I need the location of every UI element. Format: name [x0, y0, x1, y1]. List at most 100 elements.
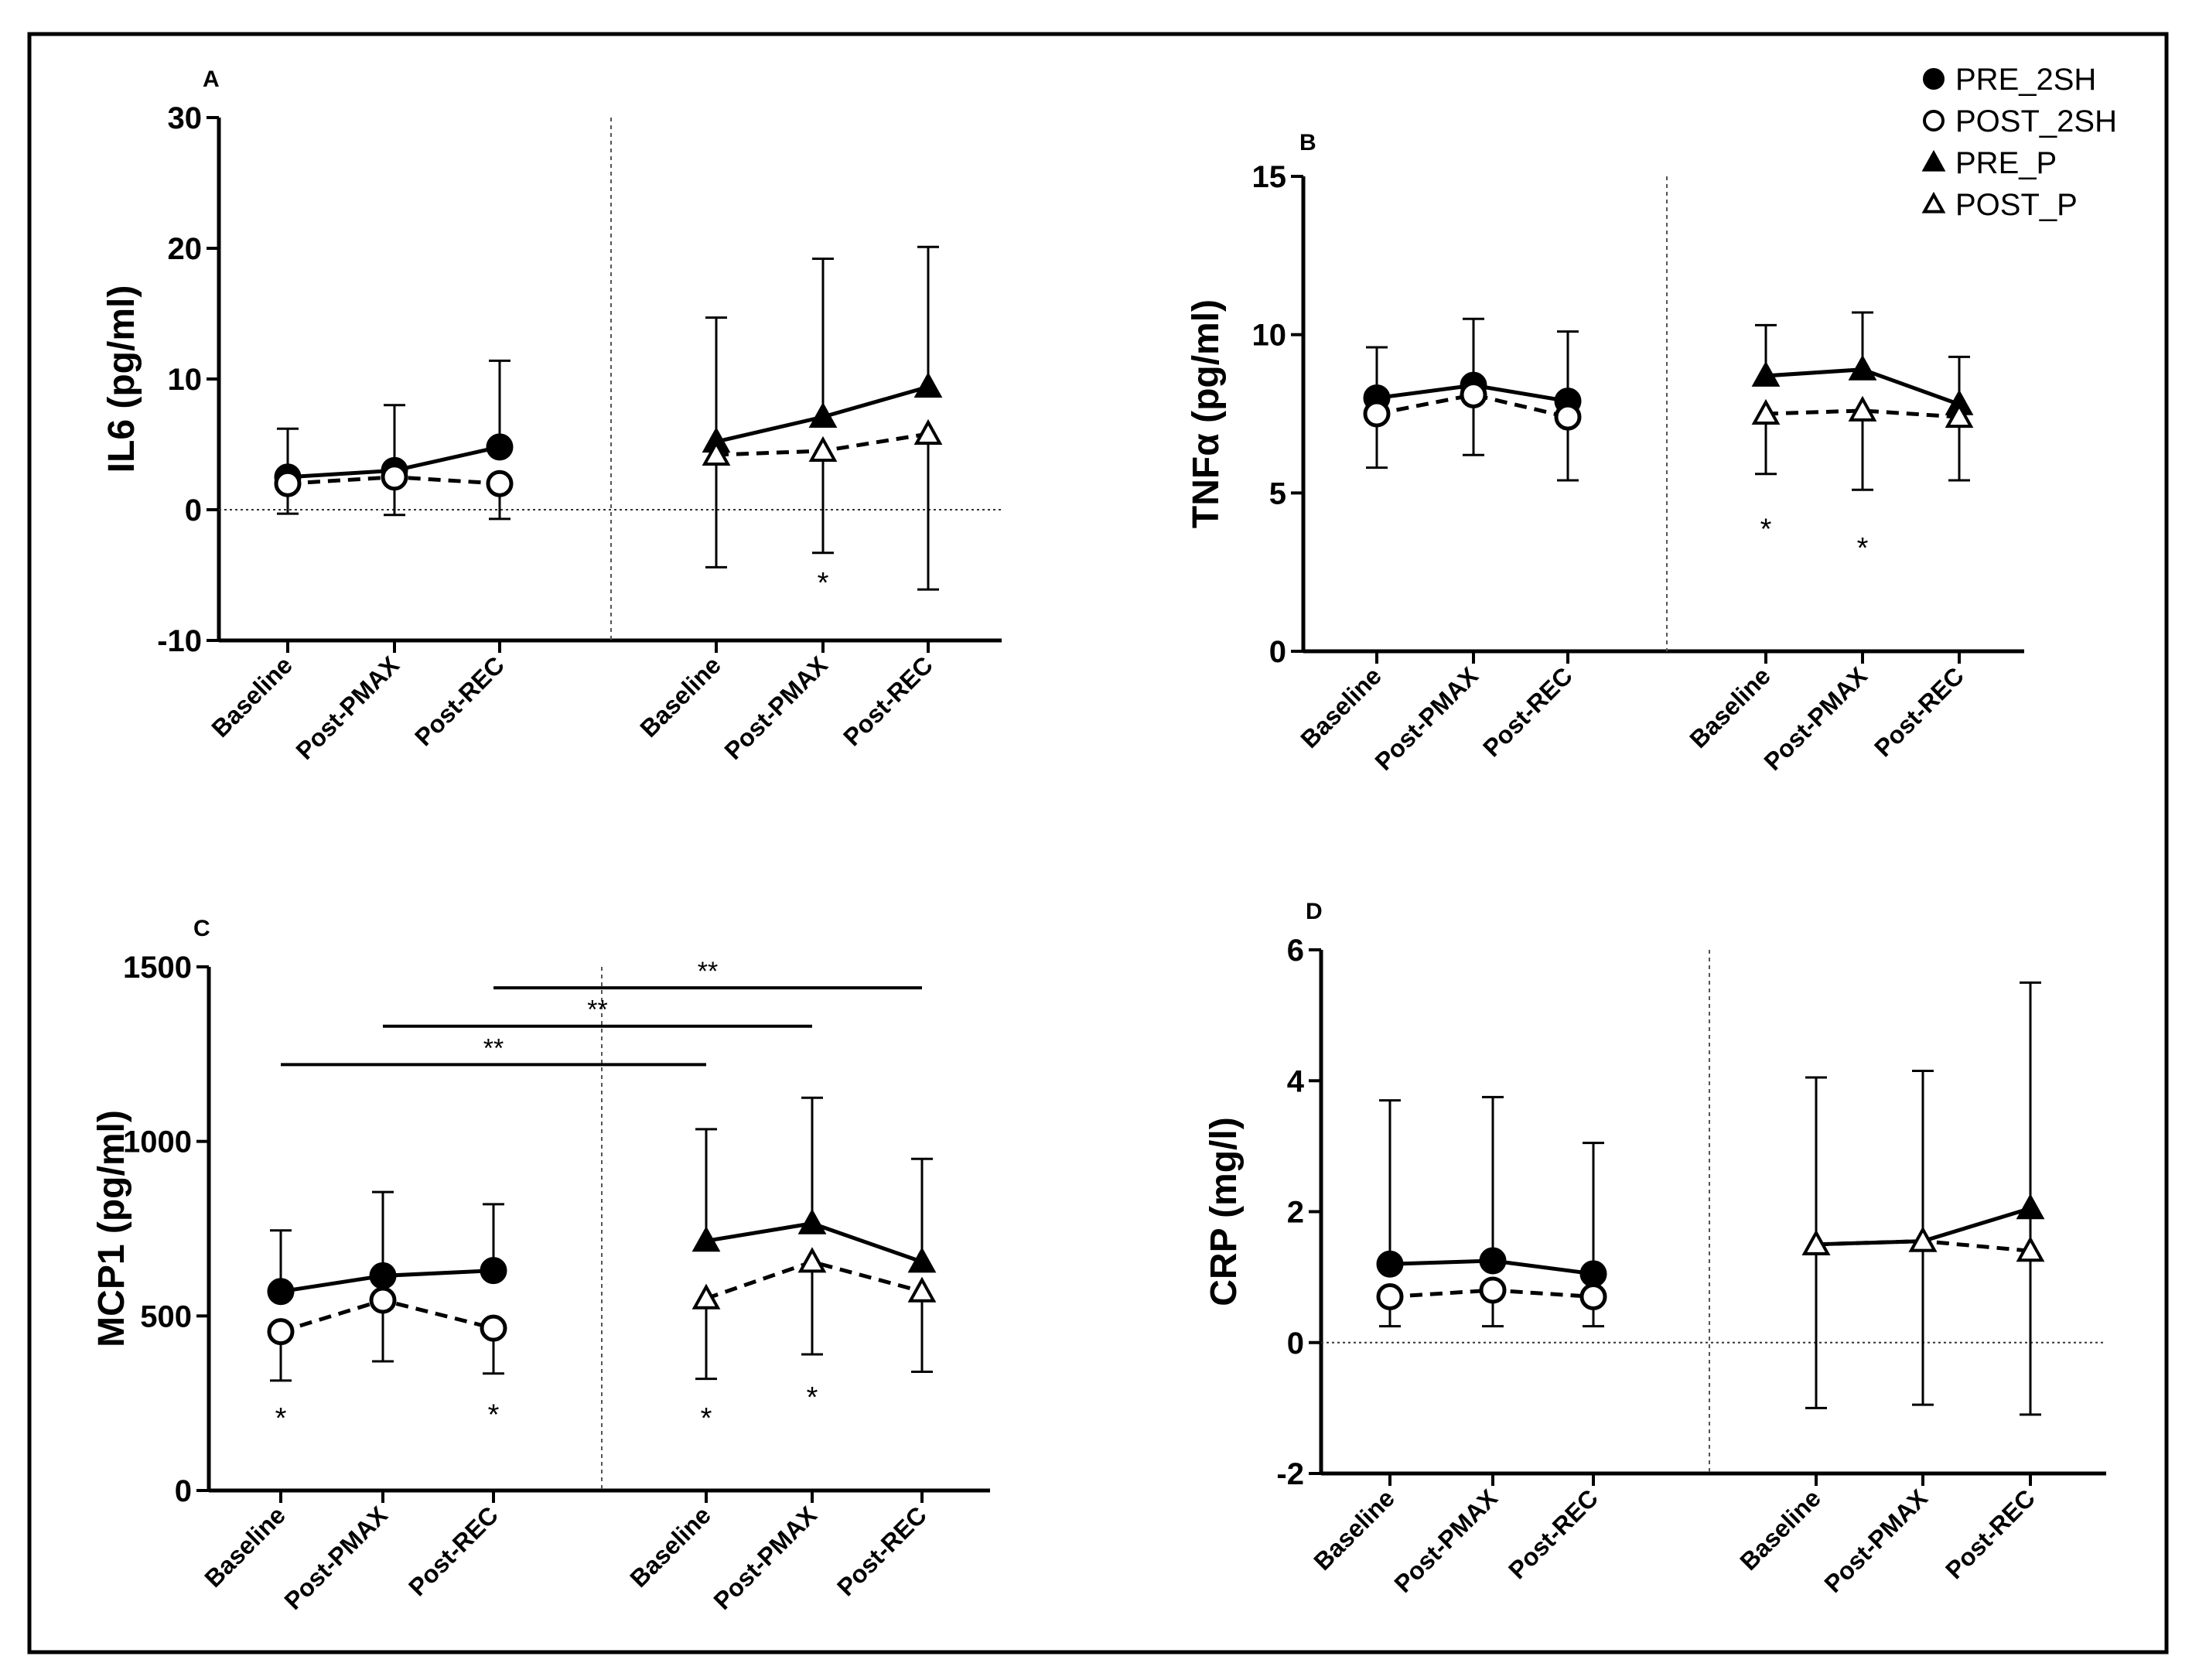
series-post-p [1801, 1226, 2045, 1262]
data-point [267, 1278, 295, 1306]
legend-label: POST_2SH [1955, 104, 2117, 138]
x-tick-label: Post-PMAX [1370, 661, 1484, 776]
legend-item: POST_2SH [1923, 104, 2117, 138]
series-post-2sh [1363, 381, 1582, 482]
y-tick-label: 2 [1287, 1196, 1304, 1230]
y-tick-label: 1000 [123, 1125, 192, 1159]
significance-marker: * [807, 1381, 818, 1414]
y-tick-label: 4 [1287, 1064, 1305, 1098]
y-tick-label: -2 [1276, 1457, 1304, 1491]
panel-label: A [203, 67, 220, 92]
legend-label: PRE_2SH [1955, 63, 2096, 97]
data-point [1376, 1283, 1404, 1311]
x-tick-label: Post-PMAX [709, 1501, 823, 1615]
y-tick-label: 6 [1287, 934, 1304, 968]
data-point [267, 1318, 295, 1346]
y-tick-label: 20 [168, 232, 203, 266]
legend-marker [1923, 68, 1945, 90]
x-tick-label: Baseline [1308, 1484, 1400, 1576]
data-point [1751, 360, 1781, 387]
data-point [808, 435, 838, 462]
x-tick-label: Post-PMAX [1819, 1484, 1934, 1598]
series-post-p [1751, 395, 1974, 491]
x-tick-label: Post-REC [403, 1501, 504, 1601]
y-tick-label: 0 [175, 1474, 192, 1508]
series-pre-2sh [1376, 1095, 1607, 1288]
y-tick-label: 0 [1287, 1327, 1304, 1361]
significance-marker: * [701, 1402, 712, 1435]
panel-label: B [1299, 130, 1316, 155]
x-tick-label: Baseline [1684, 661, 1776, 753]
data-point [1848, 395, 1877, 422]
x-tick-label: Post-PMAX [279, 1501, 394, 1615]
series-post-2sh [274, 463, 514, 521]
x-tick-label: Post-REC [1940, 1484, 2040, 1584]
legend-marker [1921, 191, 1946, 213]
x-tick-label: Post-REC [409, 650, 510, 751]
data-point [1945, 401, 1974, 429]
significance-bracket-label: ** [698, 957, 718, 986]
data-point [1801, 1229, 1831, 1255]
data-point [1554, 403, 1582, 431]
data-point [369, 1286, 397, 1314]
y-tick-label: 5 [1269, 476, 1286, 510]
data-point [913, 372, 943, 398]
legend: PRE_2SH POST_2SH PRE_P POST_P [1921, 63, 2117, 222]
series-post-2sh [267, 1286, 507, 1382]
significance-marker: * [818, 567, 829, 599]
data-point [480, 1257, 507, 1285]
y-axis-label: IL6 (pg/ml) [101, 285, 142, 473]
x-tick-label: Post-REC [838, 650, 938, 751]
data-point [2016, 1236, 2045, 1262]
legend-marker [1923, 110, 1945, 131]
data-point [1908, 1226, 1938, 1252]
data-point [1479, 1276, 1507, 1304]
legend-item: PRE_P [1921, 146, 2057, 180]
data-point [691, 1226, 721, 1252]
legend-label: POST_P [1955, 188, 2078, 222]
y-tick-label: 10 [168, 363, 203, 397]
data-point [1460, 381, 1487, 408]
data-point [797, 1247, 827, 1273]
x-tick-label: Post-PMAX [1389, 1484, 1504, 1598]
data-point [907, 1247, 937, 1273]
data-point [1363, 400, 1391, 428]
data-point [480, 1314, 507, 1342]
significance-marker: * [275, 1402, 287, 1435]
data-point [808, 401, 838, 429]
significance-marker: * [488, 1399, 500, 1432]
series-post-2sh [1376, 1276, 1607, 1328]
x-tick-label: Post-PMAX [291, 650, 405, 765]
data-point [797, 1208, 827, 1234]
y-tick-label: 0 [185, 493, 202, 528]
significance-bracket-label: ** [483, 1033, 504, 1063]
y-tick-label: 15 [1252, 160, 1287, 194]
y-tick-label: 10 [1252, 319, 1287, 353]
x-tick-label: Post-PMAX [1759, 661, 1873, 776]
data-point [702, 439, 731, 466]
data-point [1479, 1247, 1507, 1275]
data-point [1579, 1283, 1607, 1311]
x-tick-label: Post-REC [831, 1501, 932, 1601]
x-tick-label: Post-REC [1503, 1484, 1603, 1584]
data-point [1376, 1250, 1404, 1278]
x-tick-label: Baseline [199, 1501, 291, 1593]
panel-label: C [193, 916, 210, 941]
y-tick-label: -10 [157, 624, 202, 658]
series-pre-p [1801, 981, 2045, 1416]
data-point [369, 1262, 397, 1289]
y-axis-label: MCP1 (pg/ml) [91, 1110, 132, 1347]
y-tick-label: 1500 [123, 951, 192, 985]
legend-label: PRE_P [1955, 146, 2057, 180]
data-point [1579, 1260, 1607, 1288]
significance-marker: * [1857, 532, 1869, 565]
data-point [2016, 1193, 2045, 1220]
data-point [486, 470, 514, 497]
data-point [907, 1276, 937, 1303]
x-tick-label: Baseline [206, 650, 298, 743]
